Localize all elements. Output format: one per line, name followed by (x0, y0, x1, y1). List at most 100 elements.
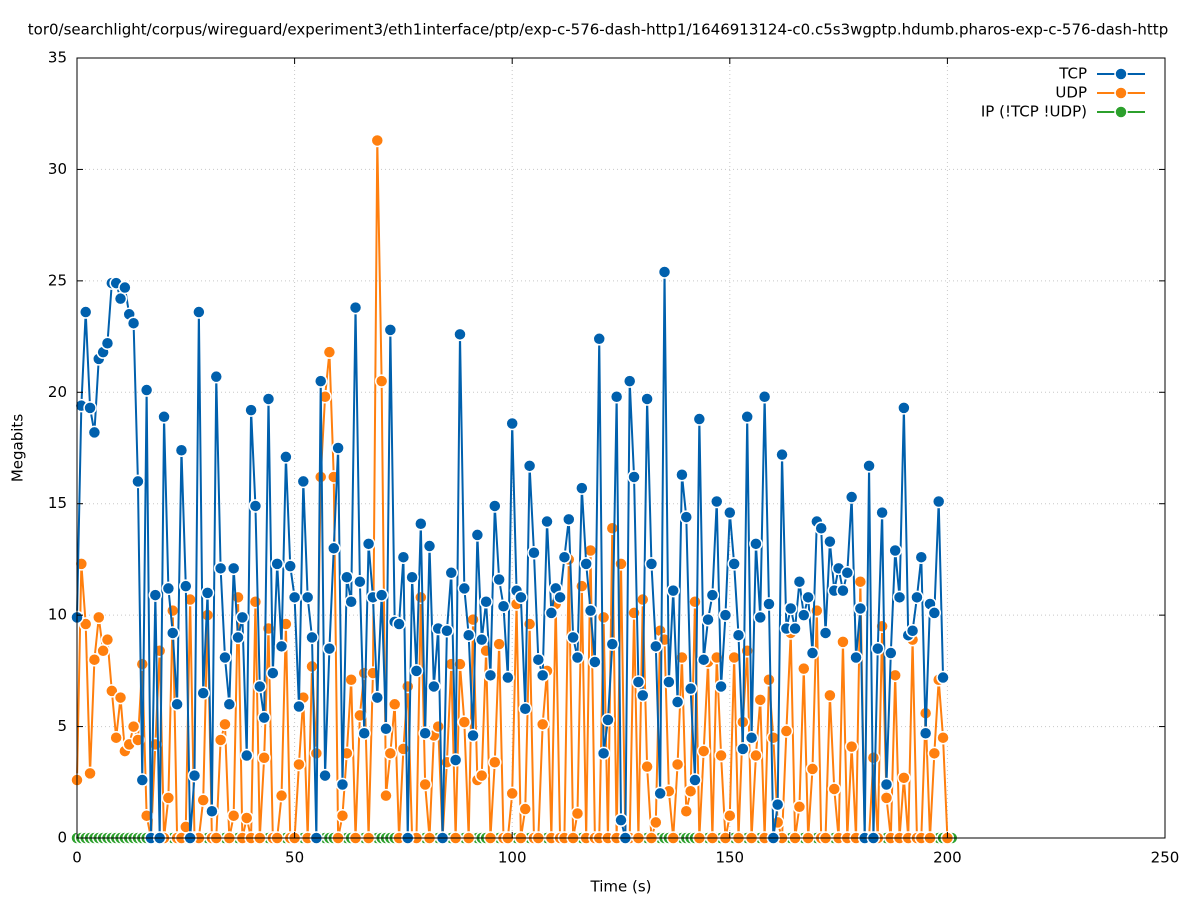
y-tick-label: 0 (57, 829, 67, 847)
x-axis-label: Time (s) (590, 878, 652, 896)
data-point (179, 579, 193, 593)
data-point (753, 693, 768, 707)
data-point (109, 730, 123, 745)
data-point (231, 630, 245, 645)
data-point (139, 383, 154, 397)
data-point (709, 494, 724, 509)
y-axis-label: Megabits (9, 414, 27, 482)
data-point (92, 610, 106, 625)
data-point (357, 726, 371, 741)
data-point (161, 791, 176, 805)
data-point (705, 588, 720, 602)
data-point (370, 690, 385, 705)
data-point (666, 583, 680, 598)
data-point (818, 626, 833, 640)
data-point (157, 410, 171, 424)
x-tick-label: 100 (498, 849, 527, 867)
data-point (461, 628, 476, 642)
data-point (483, 668, 498, 683)
data-point (100, 336, 115, 351)
data-point (335, 777, 350, 792)
data-point (518, 701, 533, 716)
legend-label: IP (!TCP !UDP) (981, 103, 1087, 121)
data-point (888, 543, 902, 558)
data-point (783, 601, 798, 616)
data-point (540, 514, 554, 529)
data-point (131, 474, 145, 489)
data-point (788, 621, 802, 636)
data-point (596, 610, 611, 625)
legend-label: UDP (1055, 84, 1087, 102)
data-point (135, 657, 150, 671)
data-point (422, 539, 437, 553)
data-point (544, 606, 559, 620)
data-point (775, 447, 789, 462)
y-tick-label: 15 (48, 494, 67, 512)
data-point (492, 572, 506, 587)
data-point (583, 603, 598, 618)
chart-title: tor0/searchlight/corpus/wireguard/experi… (28, 21, 1168, 39)
data-point (196, 793, 210, 807)
data-point (605, 521, 620, 535)
data-point (605, 637, 620, 651)
data-point (266, 666, 280, 680)
data-point (614, 557, 628, 571)
data-point (823, 688, 837, 703)
data-point (113, 690, 128, 705)
data-point (244, 403, 258, 417)
data-point (688, 595, 702, 609)
data-point (797, 661, 811, 676)
data-point (340, 570, 354, 585)
data-point (749, 748, 763, 763)
data-point (192, 305, 206, 319)
data-point (374, 374, 389, 388)
data-point (905, 623, 920, 638)
data-point (683, 681, 698, 696)
data-point (218, 717, 232, 732)
data-point (662, 675, 676, 689)
data-point (918, 726, 933, 741)
data-point (740, 410, 754, 424)
data-point (383, 746, 398, 761)
data-point (679, 804, 694, 819)
data-point (636, 688, 650, 703)
legend-marker (1114, 86, 1128, 100)
data-point (113, 291, 128, 306)
data-point (353, 574, 367, 589)
data-point (283, 559, 297, 573)
data-point (535, 668, 550, 683)
data-point (892, 590, 907, 605)
data-point (701, 612, 715, 627)
data-point (474, 632, 489, 647)
data-point (723, 808, 737, 823)
data-point (270, 557, 284, 571)
data-point (387, 697, 402, 712)
data-point (126, 719, 141, 734)
data-point (187, 768, 202, 783)
data-point (383, 323, 398, 337)
data-point (897, 401, 911, 415)
data-point (714, 679, 728, 694)
data-point (531, 652, 546, 667)
x-tick-label: 250 (1151, 849, 1180, 867)
data-point (805, 646, 820, 660)
data-point (936, 730, 950, 745)
data-point (292, 757, 306, 772)
data-point (810, 603, 824, 618)
data-point (474, 768, 489, 783)
data-point (139, 808, 154, 823)
data-point (753, 610, 768, 625)
data-point (126, 316, 141, 330)
data-point (226, 808, 241, 823)
data-point (205, 804, 219, 819)
data-point (631, 675, 646, 689)
data-point (218, 650, 232, 665)
data-point (575, 481, 589, 495)
data-point (570, 650, 585, 665)
data-point (601, 713, 615, 727)
data-point (170, 697, 184, 712)
data-point (849, 650, 863, 665)
data-point (248, 595, 263, 609)
data-point (871, 641, 885, 656)
